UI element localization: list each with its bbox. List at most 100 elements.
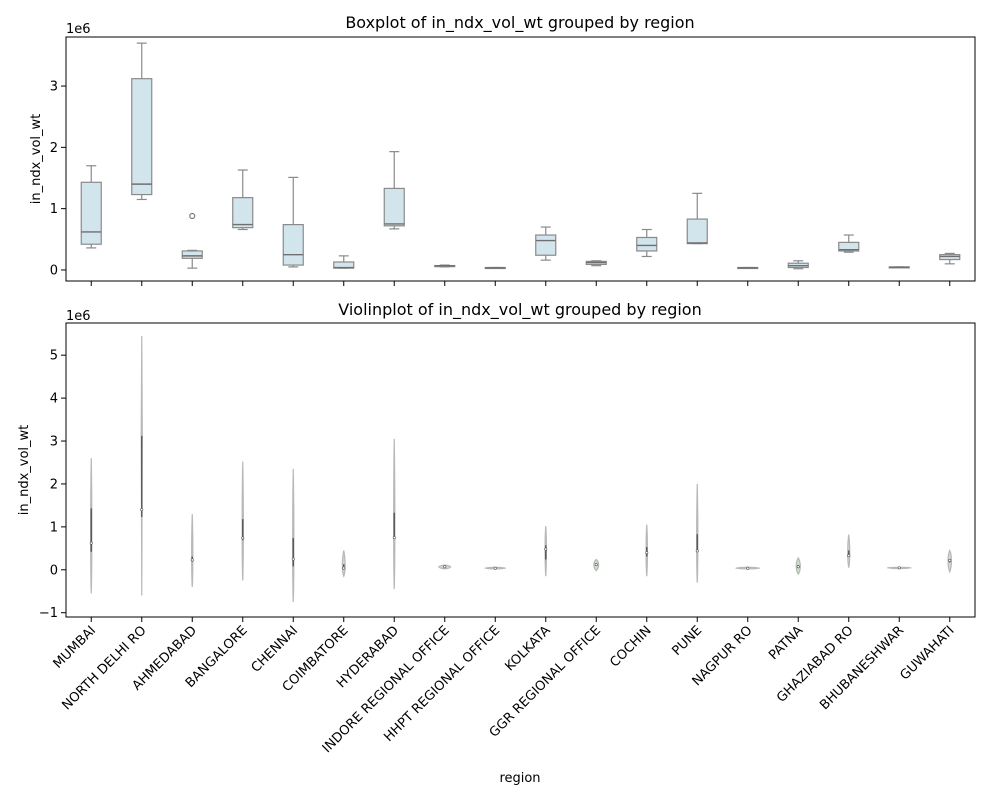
violinplot-ytick-label-6: 5 <box>50 349 58 364</box>
box-body <box>838 241 860 252</box>
violin-11 <box>645 524 649 577</box>
box-10 <box>585 260 607 267</box>
box-body <box>181 250 203 259</box>
violin-12 <box>695 483 699 583</box>
violin-median <box>190 558 194 562</box>
violin-10 <box>593 558 600 572</box>
violin-body <box>696 483 699 583</box>
boxplot-title: Boxplot of in_ndx_vol_wt grouped by regi… <box>345 13 694 33</box>
violin-2 <box>190 513 194 587</box>
violinplot-xlabel: region <box>499 771 540 786</box>
box-0 <box>80 165 102 249</box>
violinplot-offset-text: 1e6 <box>66 309 91 324</box>
violinplot-xtick-label-9: KOLKATA <box>502 623 553 674</box>
violin-13 <box>735 566 761 570</box>
violinplot-ytick-label-5: 4 <box>50 392 58 407</box>
box-body <box>131 78 153 196</box>
violin-9 <box>544 525 548 577</box>
boxplot-frame <box>65 36 976 282</box>
box-2 <box>181 212 203 269</box>
violin-14 <box>795 556 801 576</box>
boxplot-yticks: 0 1 2 3 <box>50 80 951 286</box>
violin-4 <box>291 468 295 603</box>
violin-16 <box>886 566 912 570</box>
box-body <box>686 218 708 245</box>
box-11 <box>636 228 658 258</box>
violin-7 <box>438 564 452 570</box>
violinplot-ytick-label-2: 1 <box>50 520 58 535</box>
violin-median <box>847 554 851 558</box>
box-7 <box>434 264 456 268</box>
box-body <box>282 223 304 266</box>
violinplot-ytick-label-3: 2 <box>50 477 58 492</box>
boxplot-offset-text: 1e6 <box>66 22 91 37</box>
violin-median <box>291 557 295 561</box>
boxplot-axes: Boxplot of in_ndx_vol_wt grouped by regi… <box>29 13 976 286</box>
boxplot-ytick-label-3: 3 <box>50 80 58 95</box>
box-5 <box>333 255 355 269</box>
box-body <box>535 234 557 256</box>
violin-6 <box>392 438 396 590</box>
violinplot-frame <box>65 322 976 618</box>
violinplot-xtick-label-0: MUMBAI <box>51 623 100 672</box>
box-17 <box>939 252 961 265</box>
violin-median <box>796 565 800 569</box>
violinplot-ytick-label-4: 3 <box>50 435 58 450</box>
violin-median <box>342 566 346 570</box>
boxplot-ylabel: in_ndx_vol_wt <box>29 114 44 205</box>
violin-body <box>341 550 346 578</box>
violin-median <box>897 566 901 570</box>
violinplot-xtick-label-14: PATNA <box>766 623 806 663</box>
violin-3 <box>241 461 245 581</box>
violin-median <box>695 549 699 553</box>
box-16 <box>888 266 910 269</box>
violinplot-xtick-label-11: COCHIN <box>607 623 654 670</box>
violin-median <box>645 551 649 555</box>
violin-median <box>544 547 548 551</box>
box-9 <box>535 226 557 261</box>
box-outlier <box>189 212 196 220</box>
box-body <box>383 187 405 227</box>
boxplot-ytick-label-1: 1 <box>50 202 58 217</box>
box-13 <box>737 266 759 270</box>
box-12 <box>686 192 708 245</box>
violin-15 <box>847 534 851 568</box>
violin-body <box>292 468 295 603</box>
box-15 <box>838 234 860 253</box>
box-8 <box>484 266 506 270</box>
boxplot-ytick-label-2: 2 <box>50 141 58 156</box>
violin-median <box>89 541 93 545</box>
violin-1 <box>140 335 144 596</box>
violinplot-xtick-label-4: CHENNAI <box>249 623 302 676</box>
violinplot-xtick-label-17: GUWAHATI <box>897 623 957 683</box>
violin-5 <box>341 550 346 578</box>
boxplot-marks <box>80 42 961 270</box>
violin-median <box>493 566 497 570</box>
violin-body <box>191 513 194 587</box>
box-4 <box>282 176 304 268</box>
violin-median <box>594 563 598 567</box>
violin-0 <box>89 458 93 594</box>
violinplot-xtick-label-1: NORTH DELHI RO <box>60 623 150 713</box>
violinplot-xtick-label-16: BHUBANESHWAR <box>817 623 907 713</box>
violinplot-ytick-label-0: −1 <box>39 606 58 621</box>
violinplot-title: Violinplot of in_ndx_vol_wt grouped by r… <box>338 300 701 320</box>
violinplot-xtick-label-12: PUNE <box>670 623 706 659</box>
violinplot-yticks: −1 0 1 2 3 4 5 <box>39 349 66 621</box>
violinplot-ylabel: in_ndx_vol_wt <box>17 425 32 516</box>
violin-median <box>241 536 245 540</box>
box-14 <box>787 260 809 270</box>
boxplot-ytick-label-0: 0 <box>50 263 58 278</box>
violin-median <box>746 566 750 570</box>
violin-median <box>948 558 952 562</box>
violin-median <box>392 536 396 540</box>
box-body <box>232 197 254 229</box>
box-6 <box>383 151 405 230</box>
violinplot-axes: Violinplot of in_ndx_vol_wt grouped by r… <box>17 300 976 786</box>
box-3 <box>232 169 254 231</box>
violin-median <box>443 565 447 569</box>
box-body <box>80 181 102 245</box>
